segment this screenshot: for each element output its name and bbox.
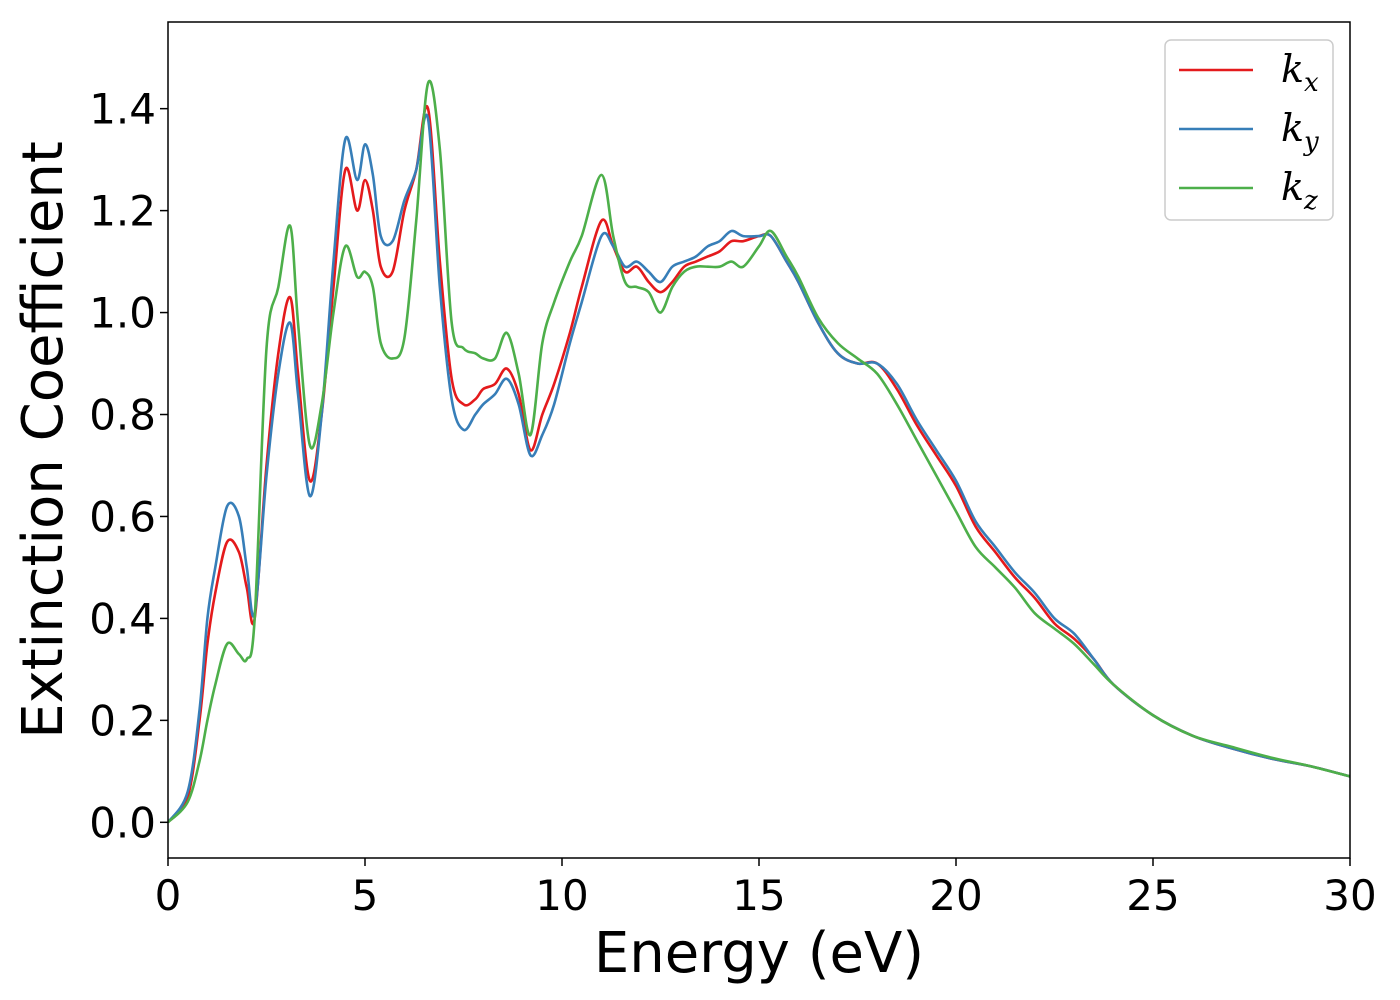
y-tick-label: 0.2 bbox=[89, 696, 156, 745]
plot-area bbox=[168, 79, 1350, 824]
x-axis-ticks: 0 5 10 15 20 25 30 bbox=[155, 858, 1377, 920]
legend-subscript: z bbox=[1303, 186, 1318, 216]
legend-symbol: k bbox=[1281, 47, 1304, 91]
x-tick-label: 5 bbox=[352, 871, 379, 920]
x-tick-label: 30 bbox=[1323, 871, 1376, 920]
y-tick-label: 1.4 bbox=[89, 85, 156, 134]
y-tick-label: 0.6 bbox=[89, 492, 156, 541]
y-tick-label: 0.8 bbox=[89, 391, 156, 440]
y-axis-ticks: 0.0 0.2 0.4 0.6 0.8 1.0 1.2 1.4 bbox=[89, 85, 168, 847]
y-tick-label: 0.4 bbox=[89, 594, 156, 643]
legend-label-kz: kz bbox=[1281, 165, 1318, 216]
x-tick-label: 15 bbox=[732, 871, 785, 920]
x-tick-label: 10 bbox=[535, 871, 588, 920]
series-layer bbox=[168, 79, 1350, 824]
legend-label-ky: ky bbox=[1281, 106, 1319, 157]
x-tick-label: 0 bbox=[155, 871, 182, 920]
x-tick-label: 25 bbox=[1126, 871, 1179, 920]
legend-subscript: y bbox=[1303, 127, 1319, 157]
x-axis-label: Energy (eV) bbox=[594, 921, 924, 986]
legend-label-kx: kx bbox=[1281, 47, 1319, 98]
y-axis-label: Extinction Coefficient bbox=[11, 141, 76, 739]
x-tick-label: 20 bbox=[929, 871, 982, 920]
y-tick-label: 0.0 bbox=[89, 798, 156, 847]
series-kx-line bbox=[168, 104, 1350, 824]
series-kz-line bbox=[168, 79, 1350, 824]
legend-symbol: k bbox=[1281, 106, 1304, 150]
y-tick-label: 1.2 bbox=[89, 187, 156, 236]
y-tick-label: 1.0 bbox=[89, 289, 156, 338]
legend-subscript: x bbox=[1304, 68, 1319, 98]
series-ky-line bbox=[168, 113, 1350, 824]
legend-symbol: k bbox=[1281, 165, 1304, 209]
